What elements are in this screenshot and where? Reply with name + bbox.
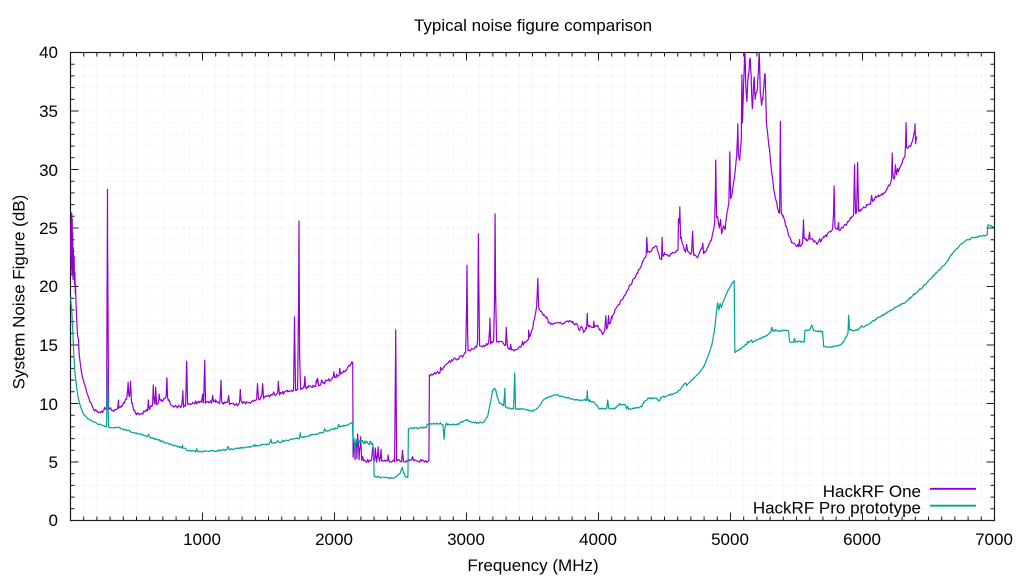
svg-text:HackRF Pro prototype: HackRF Pro prototype xyxy=(753,499,921,518)
svg-text:6000: 6000 xyxy=(843,530,881,549)
svg-text:System Noise Figure (dB): System Noise Figure (dB) xyxy=(10,195,29,390)
svg-text:10: 10 xyxy=(39,395,58,414)
svg-text:Typical noise figure compariso: Typical noise figure comparison xyxy=(414,16,652,35)
svg-text:15: 15 xyxy=(39,336,58,355)
svg-text:7000: 7000 xyxy=(975,530,1013,549)
svg-text:HackRF One: HackRF One xyxy=(823,482,921,501)
svg-text:30: 30 xyxy=(39,161,58,180)
svg-text:Frequency (MHz): Frequency (MHz) xyxy=(467,556,598,575)
svg-text:25: 25 xyxy=(39,219,58,238)
svg-text:1000: 1000 xyxy=(183,530,221,549)
svg-text:40: 40 xyxy=(39,43,58,62)
svg-text:35: 35 xyxy=(39,102,58,121)
svg-text:20: 20 xyxy=(39,277,58,296)
svg-text:0: 0 xyxy=(49,511,58,530)
svg-text:4000: 4000 xyxy=(579,530,617,549)
svg-text:3000: 3000 xyxy=(447,530,485,549)
svg-text:2000: 2000 xyxy=(315,530,353,549)
svg-text:5000: 5000 xyxy=(711,530,749,549)
svg-text:5: 5 xyxy=(49,453,58,472)
